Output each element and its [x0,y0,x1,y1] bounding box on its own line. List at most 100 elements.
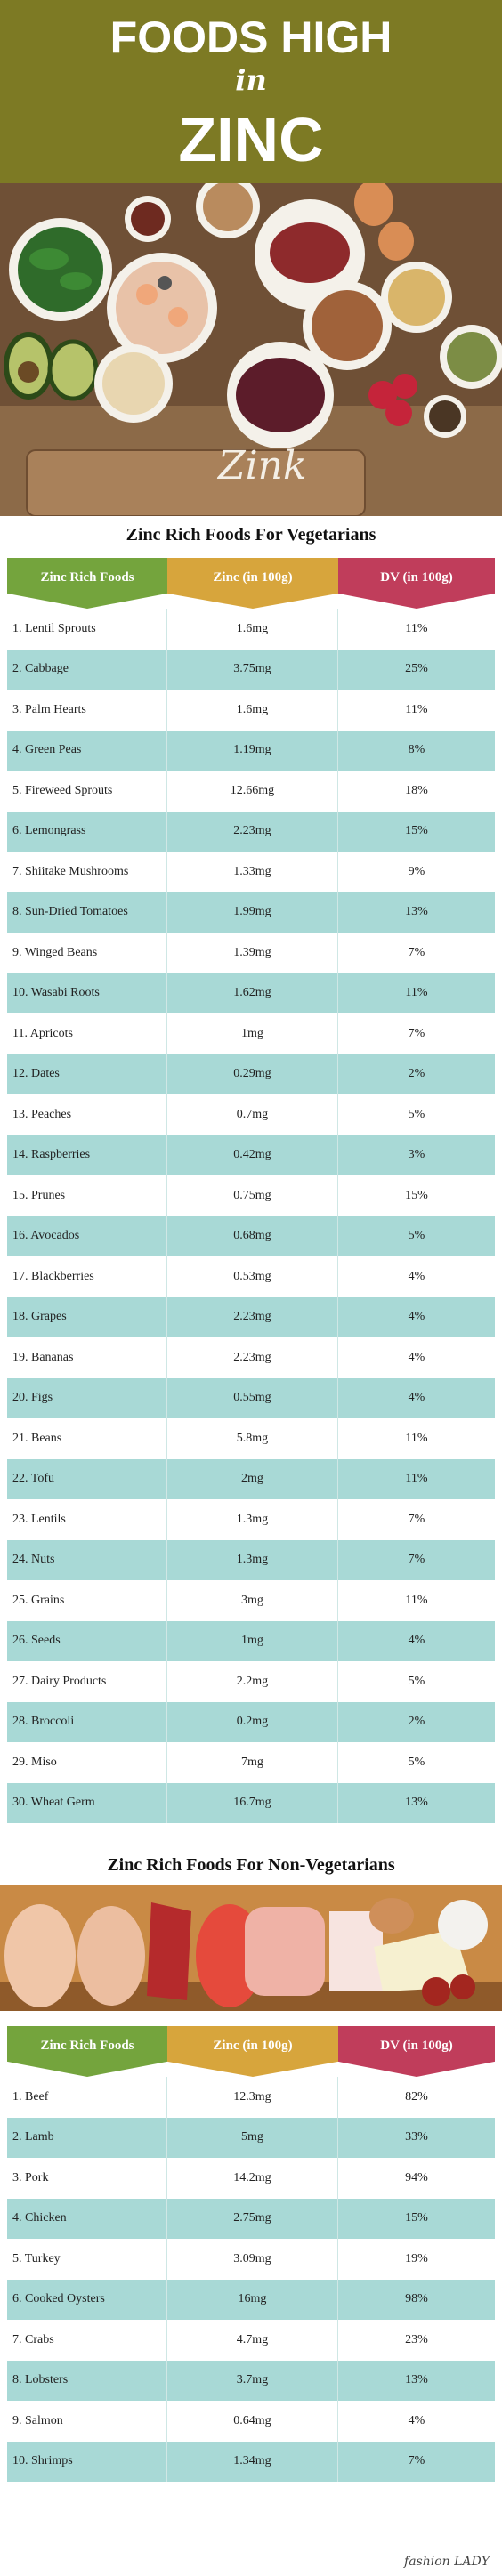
table-row: 25. Grains 3mg 11% [7,1580,495,1621]
table-row: 2. Cabbage 3.75mg 25% [7,649,495,690]
daily-value-cell: 7% [408,1553,425,1567]
zinc-amount-cell: 14.2mg [167,2158,338,2199]
title-line-1: FOODS HIGH [109,12,393,62]
table-row: 9. Salmon 0.64mg 4% [7,2401,495,2442]
zinc-amount-cell: 0.42mg [167,1135,338,1175]
zinc-amount-cell: 2.23mg [167,1337,338,1378]
zinc-amount-cell: 1.19mg [167,730,338,771]
col-header-dv: DV (in 100g) [338,558,495,609]
food-name-cell: 8. Lobsters [7,2360,167,2401]
nonveg-table: Zinc Rich Foods Zinc (in 100g) DV (in 10… [7,2026,495,2482]
daily-value-cell: 18% [405,783,428,797]
table-row: 15. Prunes 0.75mg 15% [7,1175,495,1216]
table-row: 4. Chicken 2.75mg 15% [7,2198,495,2239]
food-name-cell: 7. Crabs [7,2320,167,2361]
table-row: 1. Lentil Sprouts 1.6mg 11% [7,609,495,650]
food-name-cell: 19. Bananas [7,1337,167,1378]
col-header-food: Zinc Rich Foods [7,558,167,609]
daily-value-cell: 5% [408,1755,425,1769]
zinc-amount-cell: 2.2mg [167,1661,338,1702]
food-name-cell: 13. Peaches [7,1094,167,1135]
table-row: 5. Fireweed Sprouts 12.66mg 18% [7,771,495,812]
food-name-cell: 29. Miso [7,1742,167,1783]
table-row: 7. Crabs 4.7mg 23% [7,2320,495,2361]
table-row: 17. Blackberries 0.53mg 4% [7,1256,495,1297]
food-name-cell: 6. Cooked Oysters [7,2279,167,2320]
table-row: 28. Broccoli 0.2mg 2% [7,1701,495,1742]
zinc-amount-cell: 1mg [167,1620,338,1661]
table-row: 4. Green Peas 1.19mg 8% [7,730,495,771]
table-row: 7. Shiitake Mushrooms 1.33mg 9% [7,852,495,892]
daily-value-cell: 5% [408,1107,425,1121]
nonveg-section-title: Zinc Rich Foods For Non-Vegetarians [107,1855,395,1875]
food-name-cell: 9. Winged Beans [7,933,167,973]
zinc-amount-cell: 0.75mg [167,1175,338,1216]
food-name-cell: 8. Sun-Dried Tomatoes [7,892,167,933]
food-name-cell: 12. Dates [7,1054,167,1094]
food-name-cell: 2. Cabbage [7,649,167,690]
col-header-zinc: Zinc (in 100g) [167,558,338,609]
daily-value-cell: 4% [408,1634,425,1648]
zinc-amount-cell: 2.23mg [167,811,338,852]
food-name-cell: 27. Dairy Products [7,1661,167,1702]
zinc-amount-cell: 1.99mg [167,892,338,933]
table-row: 9. Winged Beans 1.39mg 7% [7,933,495,973]
table-row: 24. Nuts 1.3mg 7% [7,1539,495,1580]
daily-value-cell: 5% [408,1229,425,1243]
food-name-cell: 21. Beans [7,1418,167,1459]
food-name-cell: 4. Chicken [7,2198,167,2239]
daily-value-cell: 9% [408,864,425,878]
food-name-cell: 14. Raspberries [7,1135,167,1175]
zinc-amount-cell: 2.75mg [167,2198,338,2239]
food-name-cell: 2. Lamb [7,2117,167,2158]
zinc-amount-cell: 1.6mg [167,690,338,731]
table-row: 11. Apricots 1mg 7% [7,1013,495,1054]
food-name-cell: 1. Lentil Sprouts [7,609,167,650]
food-name-cell: 22. Tofu [7,1458,167,1499]
zinc-amount-cell: 1.34mg [167,2441,338,2482]
daily-value-cell: 4% [408,1391,425,1405]
daily-value-cell: 13% [405,2373,428,2387]
food-name-cell: 26. Seeds [7,1620,167,1661]
zinc-amount-cell: 16mg [167,2279,338,2320]
vegetarian-table: Zinc Rich Foods Zinc (in 100g) DV (in 10… [7,558,495,1823]
zinc-amount-cell: 3.7mg [167,2360,338,2401]
food-name-cell: 3. Pork [7,2158,167,2199]
daily-value-cell: 7% [408,1026,425,1040]
zinc-amount-cell: 0.64mg [167,2401,338,2442]
zinc-amount-cell: 0.68mg [167,1215,338,1256]
nonveg-table-header: Zinc Rich Foods Zinc (in 100g) DV (in 10… [7,2026,495,2077]
table-row: 30. Wheat Germ 16.7mg 13% [7,1782,495,1823]
food-name-cell: 25. Grains [7,1580,167,1621]
food-name-cell: 10. Wasabi Roots [7,973,167,1013]
table-row: 13. Peaches 0.7mg 5% [7,1094,495,1135]
zinc-amount-cell: 3mg [167,1580,338,1621]
table-row: 6. Lemongrass 2.23mg 15% [7,811,495,852]
daily-value-cell: 4% [408,1310,425,1324]
zinc-amount-cell: 2.23mg [167,1296,338,1337]
daily-value-cell: 11% [405,1593,428,1607]
food-name-cell: 30. Wheat Germ [7,1782,167,1823]
col-header-zinc: Zinc (in 100g) [167,2026,338,2077]
title-line-2: in [235,63,267,97]
zinc-amount-cell: 4.7mg [167,2320,338,2361]
zinc-foods-photo: Zink [0,183,502,516]
daily-value-cell: 98% [405,2292,428,2306]
zinc-amount-cell: 7mg [167,1742,338,1783]
table-row: 3. Palm Hearts 1.6mg 11% [7,690,495,731]
table-row: 8. Lobsters 3.7mg 13% [7,2360,495,2401]
food-name-cell: 17. Blackberries [7,1256,167,1297]
zinc-amount-cell: 3.09mg [167,2239,338,2280]
table-row: 22. Tofu 2mg 11% [7,1458,495,1499]
table-row: 8. Sun-Dried Tomatoes 1.99mg 13% [7,892,495,933]
table-row: 1. Beef 12.3mg 82% [7,2077,495,2118]
food-name-cell: 7. Shiitake Mushrooms [7,852,167,892]
food-name-cell: 16. Avocados [7,1215,167,1256]
zinc-amount-cell: 5.8mg [167,1418,338,1459]
daily-value-cell: 11% [405,986,428,1000]
daily-value-cell: 25% [405,662,428,676]
table-row: 29. Miso 7mg 5% [7,1742,495,1783]
food-name-cell: 5. Turkey [7,2239,167,2280]
daily-value-cell: 4% [408,2413,425,2427]
food-name-cell: 15. Prunes [7,1175,167,1216]
